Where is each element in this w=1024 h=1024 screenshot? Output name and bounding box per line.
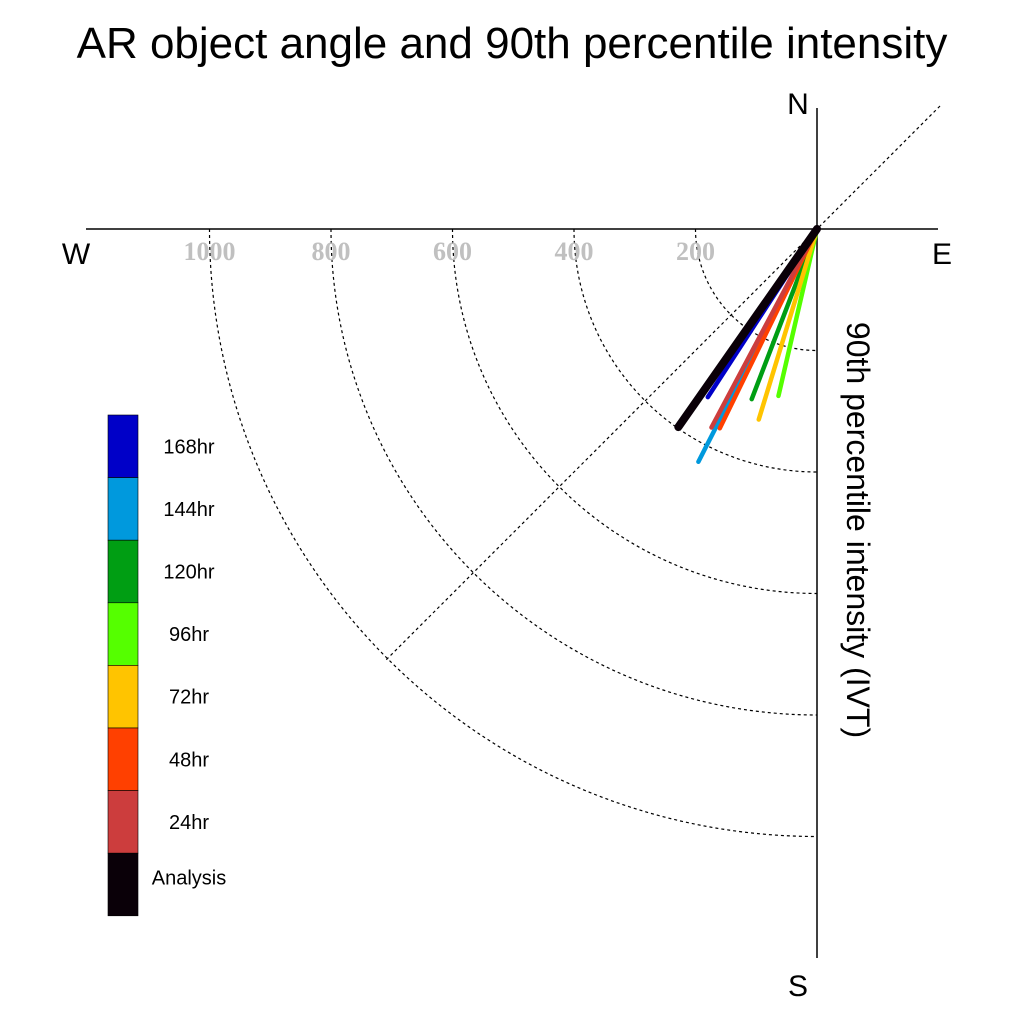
range-ring-label-200: 200 (676, 237, 715, 266)
diagonal-reference-line (385, 105, 941, 661)
legend-swatch-72hr (107, 665, 139, 729)
legend-swatch-24hr (107, 790, 139, 854)
legend-label-96hr: 96hr (169, 624, 209, 646)
compass-east-label: E (932, 238, 952, 271)
legend-label-72hr: 72hr (169, 687, 209, 709)
legend-swatch-168hr (107, 414, 139, 478)
vector-72hr (756, 226, 820, 422)
range-ring-label-1000: 1000 (184, 237, 236, 266)
range-ring-1000 (208, 228, 818, 838)
vector-analysis (674, 225, 821, 432)
vector-24hr (709, 226, 820, 430)
legend-label-48hr: 48hr (169, 749, 209, 771)
legend-swatch-120hr (107, 539, 139, 604)
legend-swatch-analysis (107, 852, 139, 917)
legend-swatch-144hr (107, 477, 139, 541)
compass-west-label: W (62, 238, 91, 271)
range-ring-400 (573, 228, 818, 473)
legend-label-24hr: 24hr (169, 812, 209, 834)
legend-label-144hr: 144hr (163, 499, 214, 521)
compass-south-label: S (788, 970, 808, 1003)
chart-title: AR object angle and 90th percentile inte… (77, 19, 948, 68)
range-ring-label-800: 800 (312, 237, 351, 266)
legend: 168hr 144hr 120hr 96hr 72hr 48hr 24hr Analysis (107, 414, 226, 917)
range-ring-label-600: 600 (433, 237, 472, 266)
radial-axis-label: 90th percentile intensity (IVT) (840, 322, 876, 738)
legend-label-analysis: Analysis (152, 868, 226, 890)
legend-swatch-96hr (107, 602, 139, 666)
vector-series (674, 225, 821, 465)
radial-tick-labels: 200 400 600 800 1000 (184, 237, 716, 266)
range-ring-label-400: 400 (555, 237, 594, 266)
legend-swatch-48hr (107, 727, 139, 791)
range-ring-600 (451, 228, 818, 595)
compass-north-label: N (787, 88, 809, 121)
range-ring-800 (330, 228, 818, 716)
legend-label-120hr: 120hr (163, 562, 214, 584)
legend-label-168hr: 168hr (163, 436, 214, 458)
